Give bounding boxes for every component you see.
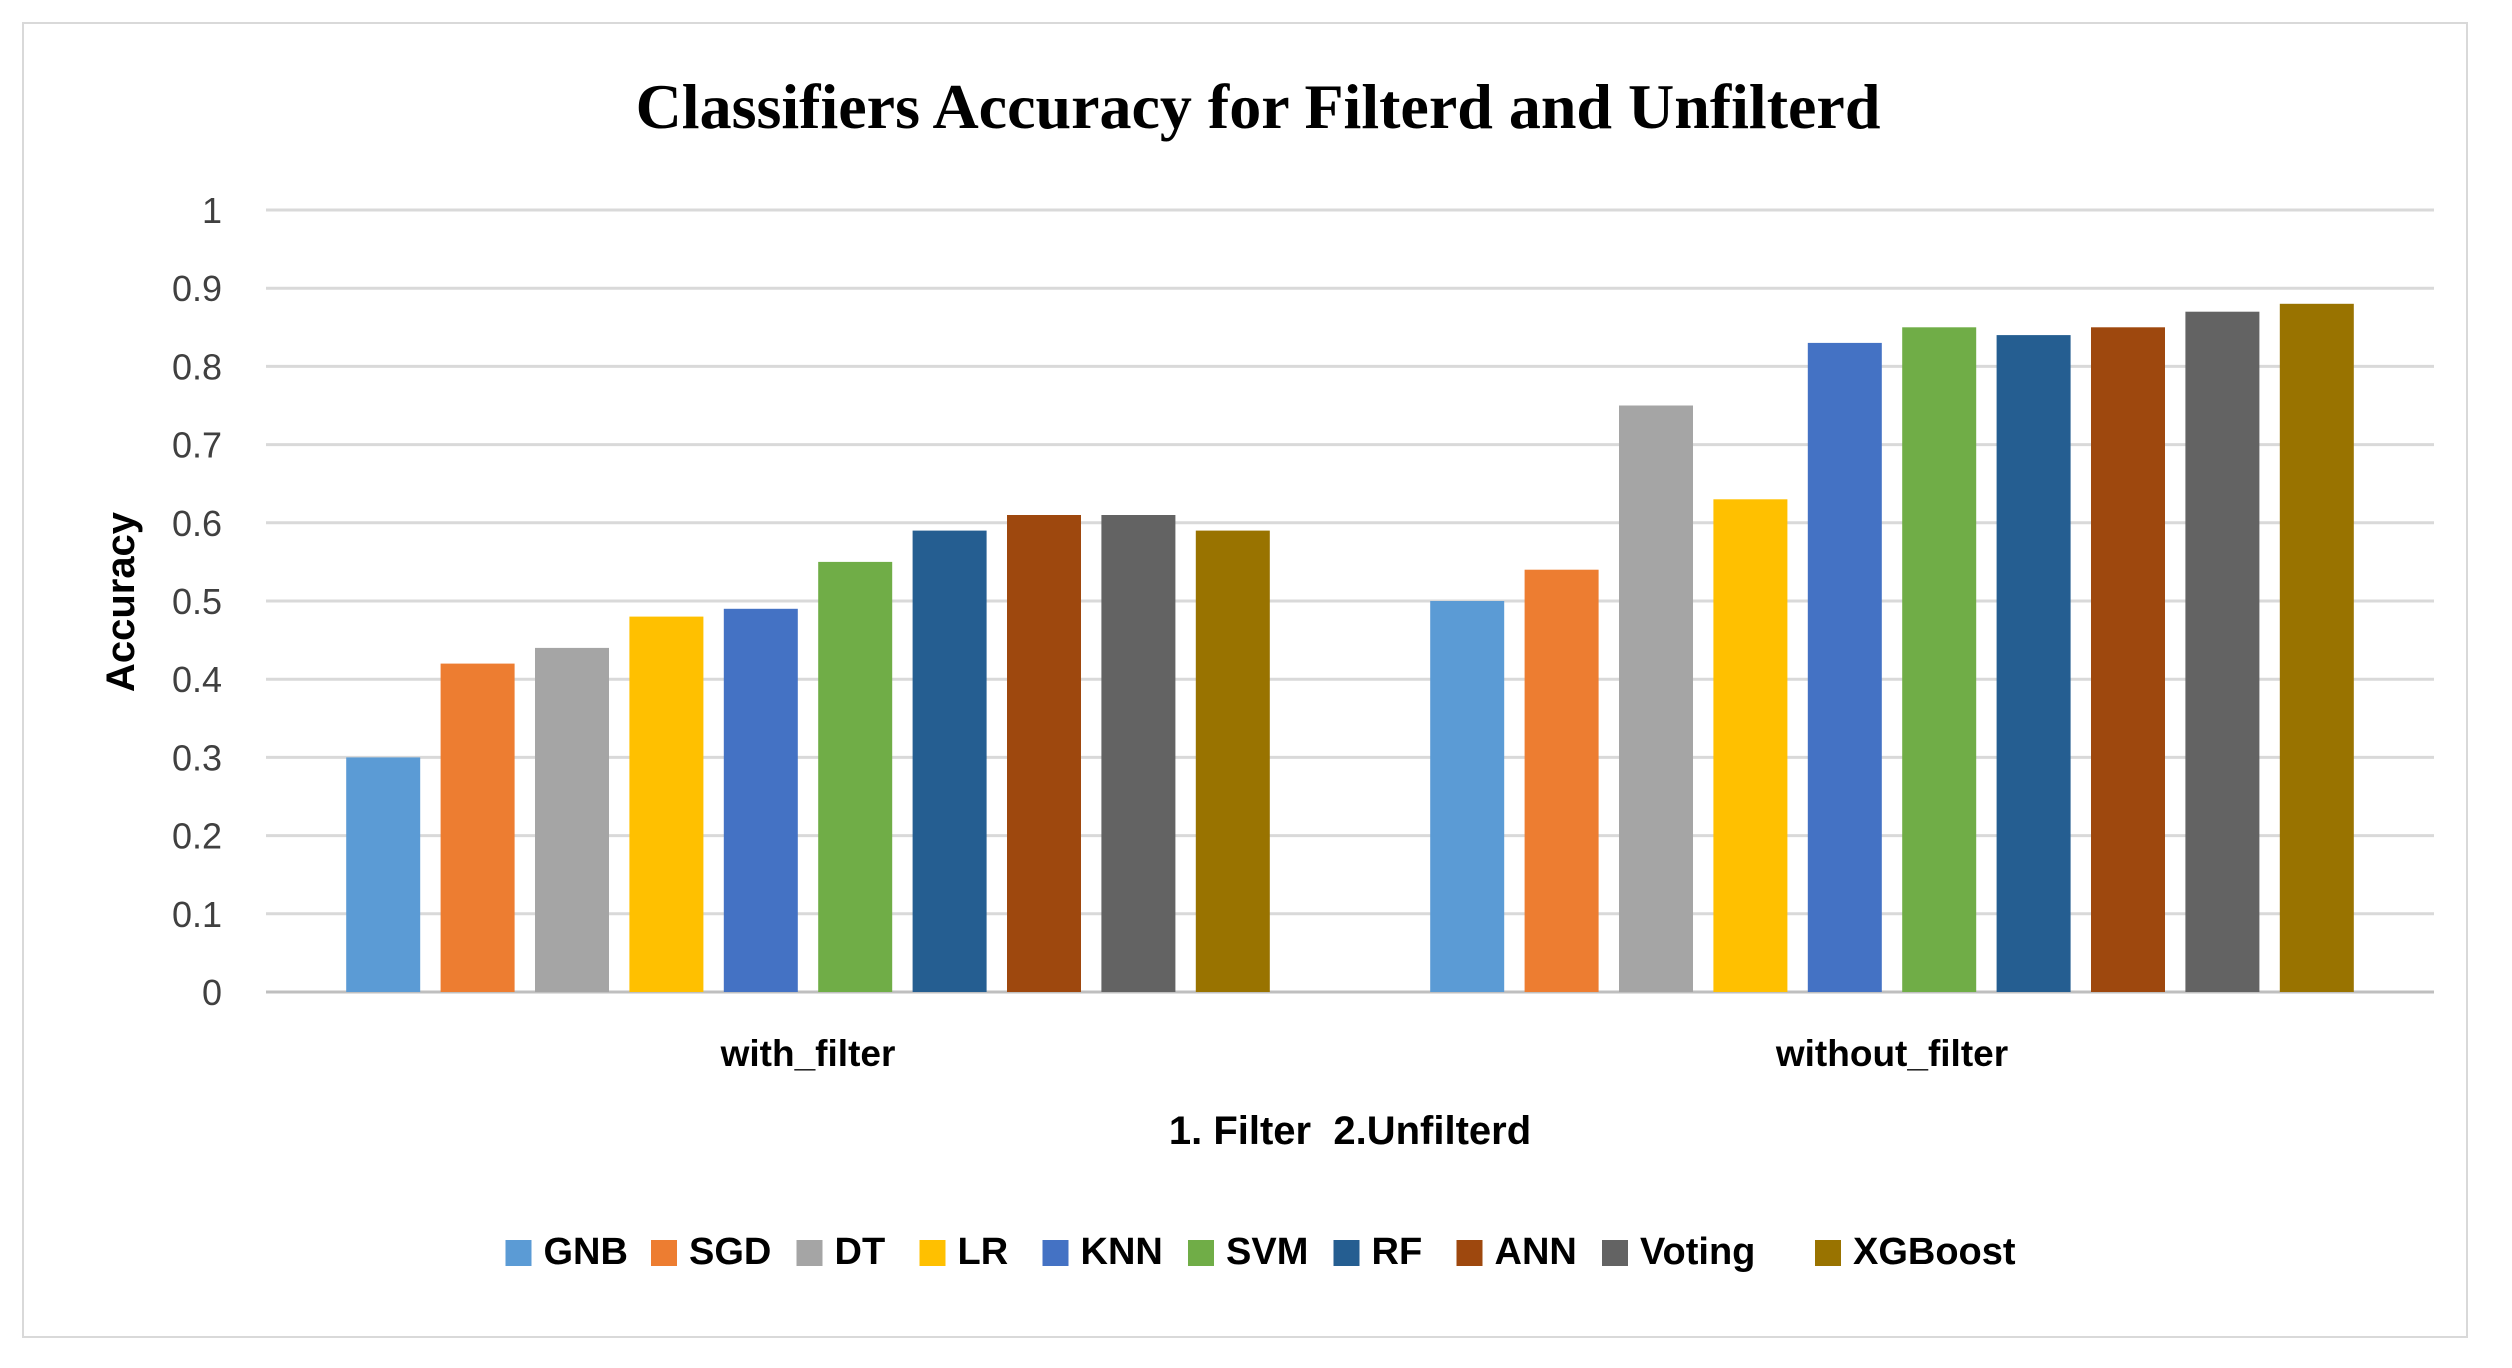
- legend: GNB SGD DT LR KNN SVM RF ANN Voting XGBoost: [505, 1231, 2016, 1273]
- legend-item-voting: Voting: [1602, 1231, 1755, 1273]
- bar-voting-without_filter: [2185, 311, 2260, 992]
- bar-knn-without_filter: [1807, 342, 1882, 992]
- legend-swatch: [919, 1240, 946, 1266]
- y-tick-label: 0.2: [172, 816, 222, 857]
- legend-swatch: [1456, 1240, 1483, 1266]
- bar-ann-with_filter: [1007, 515, 1081, 992]
- bar-voting-with_filter: [1101, 515, 1176, 992]
- legend-swatch: [1188, 1240, 1214, 1266]
- y-tick-label: 0: [202, 972, 222, 1013]
- legend-label: DT: [835, 1231, 886, 1273]
- legend-item-svm: SVM: [1188, 1231, 1308, 1273]
- legend-label: Voting: [1640, 1231, 1755, 1273]
- legend-label: RF: [1372, 1231, 1423, 1273]
- legend-label: KNN: [1081, 1231, 1163, 1273]
- y-tick-label: 0.7: [172, 425, 222, 466]
- legend-item-xgboost: XGBoost: [1815, 1231, 2016, 1273]
- bar-sgd-with_filter: [440, 663, 515, 992]
- category-label: with_filter: [720, 1033, 896, 1074]
- legend-label: XGBoost: [1853, 1231, 2016, 1273]
- legend-item-knn: KNN: [1042, 1231, 1163, 1273]
- bar-lr-without_filter: [1713, 499, 1788, 992]
- y-tick-label: 1: [202, 190, 222, 231]
- legend-item-sgd: SGD: [651, 1231, 771, 1273]
- y-tick-label: 0.8: [172, 346, 222, 387]
- y-axis-ticks: 0 0.1 0.2 0.3 0.4 0.5 0.6 0.7 0.8 0.9 1: [172, 190, 222, 1013]
- legend-swatch: [1333, 1240, 1360, 1266]
- bar-sgd-without_filter: [1524, 569, 1599, 992]
- x-axis-categories: with_filter without_filter: [720, 1033, 2009, 1074]
- legend-label: SGD: [689, 1231, 771, 1273]
- gridlines: [266, 208, 2434, 994]
- legend-swatch: [796, 1240, 823, 1266]
- bar-knn-with_filter: [723, 608, 798, 992]
- bar-lr-with_filter: [629, 616, 704, 992]
- x-axis-title: 1. Filter 2.Unfilterd: [1169, 1109, 1531, 1153]
- bar-svm-without_filter: [1902, 327, 1977, 992]
- legend-label: SVM: [1226, 1231, 1308, 1273]
- bar-xgboost-without_filter: [2279, 303, 2354, 992]
- bar-dt-with_filter: [535, 647, 609, 992]
- y-axis-title: Accuracy: [99, 511, 143, 692]
- category-label: without_filter: [1775, 1033, 2008, 1074]
- legend-swatch: [505, 1240, 532, 1266]
- legend-item-ann: ANN: [1456, 1231, 1577, 1273]
- legend-label: LR: [958, 1231, 1009, 1273]
- legend-swatch: [1815, 1240, 1841, 1266]
- legend-label: GNB: [544, 1231, 628, 1273]
- legend-item-rf: RF: [1333, 1231, 1423, 1273]
- bar-xgboost-with_filter: [1195, 530, 1270, 992]
- y-tick-label: 0.1: [172, 894, 222, 935]
- legend-item-dt: DT: [796, 1231, 886, 1273]
- bar-ann-without_filter: [2091, 327, 2165, 992]
- legend-swatch: [1602, 1240, 1628, 1266]
- legend-item-lr: LR: [919, 1231, 1009, 1273]
- bars: [346, 303, 2354, 993]
- bar-rf-with_filter: [912, 530, 987, 992]
- bar-gnb-with_filter: [346, 757, 421, 992]
- legend-item-gnb: GNB: [505, 1231, 628, 1273]
- bar-gnb-without_filter: [1430, 601, 1505, 992]
- y-tick-label: 0.5: [172, 581, 222, 622]
- legend-label: ANN: [1495, 1231, 1577, 1273]
- bar-svm-with_filter: [818, 561, 893, 992]
- bar-rf-without_filter: [1996, 335, 2071, 993]
- y-tick-label: 0.4: [172, 659, 222, 700]
- chart-title: Classifiers Accuracy for Filterd and Unf…: [636, 71, 1881, 142]
- legend-swatch: [1042, 1240, 1069, 1266]
- y-tick-label: 0.9: [172, 268, 222, 309]
- legend-swatch: [651, 1240, 677, 1266]
- bar-dt-without_filter: [1619, 405, 1693, 992]
- y-tick-label: 0.6: [172, 503, 222, 544]
- y-tick-label: 0.3: [172, 737, 222, 778]
